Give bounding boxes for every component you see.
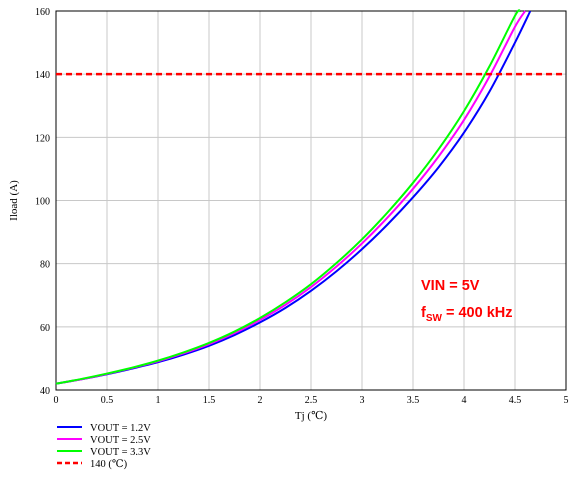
series-line bbox=[55, 10, 532, 385]
x-tick-label: 2 bbox=[258, 395, 263, 406]
y-tick-label: 40 bbox=[40, 386, 50, 397]
y-tick-label: 140 bbox=[35, 70, 50, 81]
x-tick-label: 4.5 bbox=[509, 395, 522, 406]
y-tick-label: 160 bbox=[35, 7, 50, 18]
x-tick-label: 3 bbox=[360, 395, 365, 406]
series-lines bbox=[55, 9, 566, 385]
tick-labels: 0 0.5 1 1.5 2 2.5 3 3.5 4 4.5 5 40 60 80 100 120 140 160 bbox=[35, 7, 569, 406]
plot-area bbox=[55, 10, 567, 391]
legend-label: VOUT = 2.5V bbox=[90, 435, 151, 446]
x-tick-label: 3.5 bbox=[407, 395, 420, 406]
y-tick-label: 120 bbox=[35, 133, 50, 144]
y-tick-label: 100 bbox=[35, 197, 50, 208]
y-axis-label: Iload (A) bbox=[8, 180, 20, 221]
annotation-vin: VIN = 5V bbox=[421, 278, 480, 294]
annotations: VIN = 5V fSW = 400 kHz bbox=[421, 278, 513, 324]
annotation-fsw: fSW = 400 kHz bbox=[421, 305, 513, 324]
y-tick-label: 80 bbox=[40, 260, 50, 271]
x-tick-label: 0.5 bbox=[101, 395, 114, 406]
legend-label: VOUT = 1.2V bbox=[90, 423, 151, 434]
series-line bbox=[55, 10, 527, 385]
series-line bbox=[55, 9, 521, 385]
x-tick-label: 4 bbox=[462, 395, 467, 406]
x-axis-label: Tj (℃) bbox=[295, 410, 327, 422]
x-tick-label: 1 bbox=[156, 395, 161, 406]
legend-label: 140 (℃) bbox=[90, 459, 128, 470]
legend-label: VOUT = 3.3V bbox=[90, 447, 151, 458]
y-tick-label: 60 bbox=[40, 323, 50, 334]
x-tick-label: 5 bbox=[564, 395, 569, 406]
x-tick-label: 2.5 bbox=[305, 395, 318, 406]
x-tick-label: 0 bbox=[54, 395, 59, 406]
x-tick-label: 1.5 bbox=[203, 395, 216, 406]
